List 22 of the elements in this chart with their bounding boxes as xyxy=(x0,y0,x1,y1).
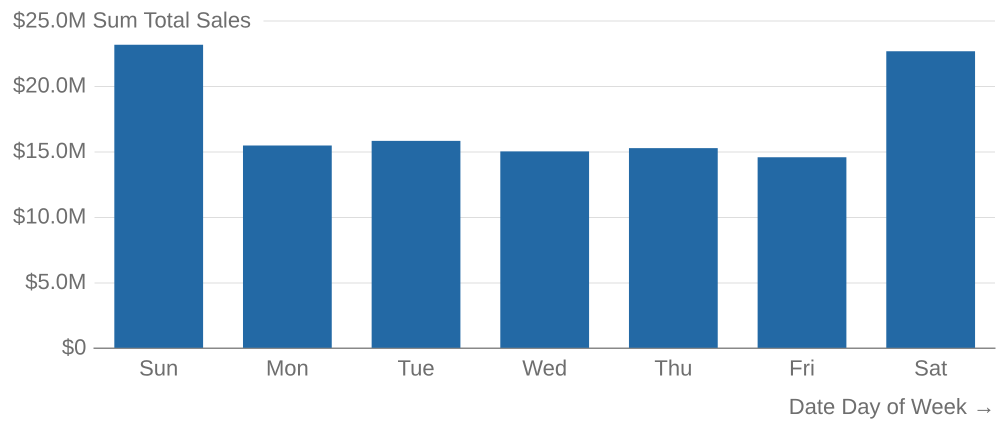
y-tick-label: $10.0M xyxy=(12,203,86,228)
bar xyxy=(500,151,590,348)
x-axis-title: Date Day of Week → xyxy=(788,394,995,419)
y-tick-label: $5.0M xyxy=(25,268,86,294)
bar xyxy=(886,51,976,348)
y-tick-label: $25.0M xyxy=(12,7,86,32)
x-tick-label: Sun xyxy=(139,355,178,380)
y-axis-title: Sum Total Sales xyxy=(92,7,252,32)
y-tick-label: $0 xyxy=(62,334,86,360)
x-tick-label: Fri xyxy=(789,355,815,380)
y-tick-label: $20.0M xyxy=(12,72,86,98)
x-tick-label: Sat xyxy=(914,355,948,380)
y-tick-label: $15.0M xyxy=(12,138,86,164)
bar xyxy=(628,148,718,348)
x-tick-label: Wed xyxy=(522,355,568,380)
x-tick-label: Mon xyxy=(266,355,309,380)
bar xyxy=(242,145,332,348)
x-tick-label: Thu xyxy=(654,355,692,380)
bar xyxy=(372,140,460,348)
x-tick-label: Tue xyxy=(397,355,435,380)
bar xyxy=(114,44,204,348)
bar xyxy=(758,157,846,348)
